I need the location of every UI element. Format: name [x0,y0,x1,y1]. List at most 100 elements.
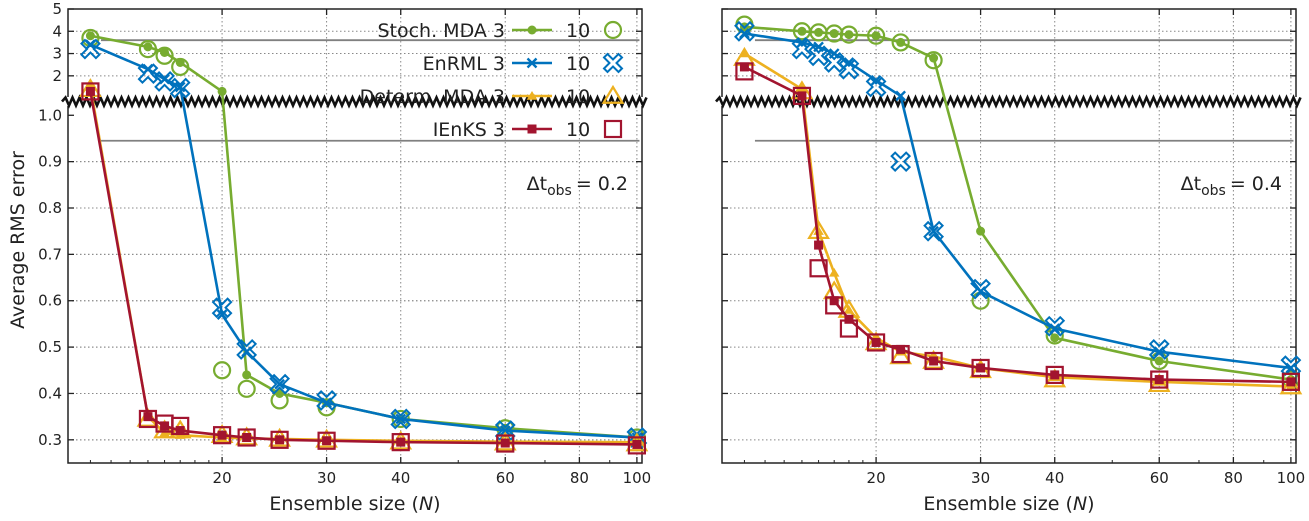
legend-label: IEnKS 3 [433,119,505,141]
data-point [891,33,910,52]
data-point [80,38,101,60]
dt-obs-annotation: Δtobs = 0.4 [1181,173,1282,199]
legend-label-long: 10 [566,119,590,141]
data-point [895,90,906,102]
series-ienks3 [739,62,1296,387]
data-point [315,428,338,448]
data-point [843,57,855,68]
legend-marker-small [527,124,537,134]
data-point [844,30,854,40]
dt-obs-annotation: Δtobs = 0.2 [527,173,628,199]
data-point [391,433,410,452]
data-point [976,363,986,373]
data-point [236,338,258,360]
data-point [632,439,642,449]
x-axis-label: Ensemble size (N) [269,493,440,515]
y-tick-label-lower: 0.8 [38,199,62,217]
data-point [791,38,813,60]
series-ienks3 [85,86,642,449]
series-enrml10 [734,20,1302,377]
data-point [809,259,828,278]
x-tick-label: 80 [1224,469,1243,487]
data-point [928,225,939,237]
data-point [825,24,844,43]
data-point [625,432,649,452]
data-point [829,296,839,306]
data-point [237,428,256,447]
x-axis-label-suffix: ) [1087,493,1094,515]
series-line [89,91,637,446]
series-determ-mda3 [85,81,643,446]
x-axis-label-prefix: Ensemble size ( [269,493,419,515]
x-axis-label-var: N [419,493,433,515]
data-point [270,391,289,410]
legend-label-long: 10 [566,53,590,75]
legend-label-long: 10 [566,20,590,42]
legend-marker-large [603,119,623,139]
data-point [138,40,158,59]
data-point [627,436,646,455]
x-tick-label: 100 [623,469,652,487]
annotation-subscript: obs [1201,183,1226,199]
data-point [242,370,252,380]
data-point [268,427,291,447]
data-point [1043,368,1067,388]
data-point [1150,370,1169,389]
data-point [838,58,860,80]
data-point [734,20,755,42]
data-point [891,344,910,364]
data-point [153,419,176,439]
data-point [174,81,186,93]
data-point [1286,377,1296,387]
data-point [389,430,413,450]
y-tick-label-upper: 3 [52,45,62,63]
legend-marker-large [603,20,623,40]
data-point [169,77,191,99]
series-line [744,32,1292,370]
series-ienks10 [81,82,646,455]
data-point [1280,355,1302,377]
data-point [85,31,95,41]
data-point [143,412,153,422]
data-point [929,356,939,366]
data-point [825,296,844,315]
x-tick-label: 60 [496,469,515,487]
x-axis-label-var: N [1073,493,1087,515]
data-point [143,42,153,52]
data-point [797,26,807,36]
data-point [870,74,882,86]
data-point [792,86,812,105]
x-tick-label: 30 [971,469,990,487]
legend-label: Stoch. MDA 3 [377,20,505,42]
data-point [890,151,912,173]
annotation-value: = 0.4 [1230,173,1282,195]
data-point [814,240,824,250]
data-point [171,57,190,77]
data-point [212,426,232,445]
y-tick-label-lower: 0.5 [38,338,62,356]
data-point [1147,373,1171,393]
data-point [896,37,906,47]
data-point [1154,356,1164,366]
data-point [269,373,291,395]
x-tick-label: 30 [317,469,336,487]
axis-break-zigzag [715,94,1302,109]
data-point [137,63,159,85]
data-point [316,389,338,411]
data-point [971,358,990,378]
data-point [160,47,170,57]
legend-marker-small [526,91,538,100]
data-point [396,437,406,447]
x-tick-label: 20 [867,469,886,487]
annotation-subscript: obs [547,183,572,199]
axis-break-zigzag [61,94,648,109]
legend-marker-large [601,84,625,104]
legend-entry: Stoch. MDA 3 10 [377,20,623,42]
x-axis-label-prefix: Ensemble size ( [923,493,1073,515]
data-point [739,62,749,72]
y-tick-label-upper: 5 [52,0,62,18]
x-tick-label: 40 [1045,469,1064,487]
y-tick-label-lower: 0.3 [38,431,62,449]
